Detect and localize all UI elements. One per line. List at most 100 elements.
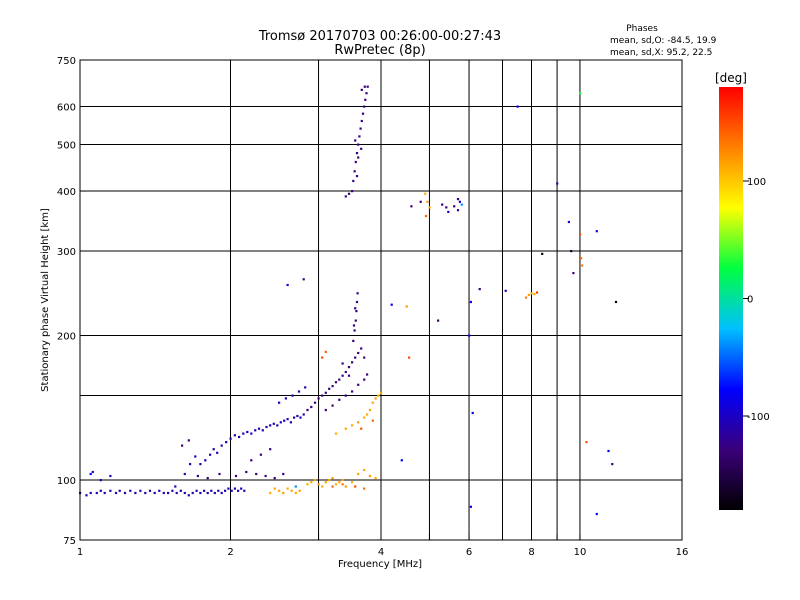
data-point <box>341 479 344 482</box>
data-point <box>302 278 305 281</box>
data-point <box>363 378 366 381</box>
data-point <box>273 477 276 480</box>
data-point <box>351 424 354 427</box>
data-point <box>216 451 219 454</box>
y-tick-label: 300 <box>57 247 76 258</box>
data-point <box>344 370 347 374</box>
data-point <box>324 481 327 484</box>
data-point <box>278 489 281 492</box>
data-point <box>460 203 463 206</box>
data-point <box>424 192 427 195</box>
data-point <box>371 419 374 422</box>
data-point <box>289 421 292 424</box>
data-point <box>296 414 299 418</box>
data-point <box>224 489 227 492</box>
data-point <box>174 485 177 488</box>
data-point <box>368 408 372 412</box>
data-point <box>302 413 305 416</box>
data-point <box>351 481 354 484</box>
y-tick-label: 600 <box>57 103 76 114</box>
data-point <box>338 398 341 401</box>
data-point <box>114 491 118 495</box>
data-point <box>195 489 198 492</box>
data-point <box>233 487 236 490</box>
data-point <box>363 416 366 419</box>
data-point <box>321 394 324 397</box>
data-point <box>191 491 194 495</box>
data-point <box>148 489 152 492</box>
data-point <box>171 489 174 492</box>
data-point <box>585 441 588 444</box>
data-point <box>206 491 209 495</box>
data-point <box>250 459 253 462</box>
data-point <box>354 356 357 359</box>
y-tick-label: 75 <box>63 536 76 547</box>
data-point <box>284 397 287 400</box>
data-point <box>341 362 344 365</box>
y-tick-label: 200 <box>57 332 76 343</box>
data-point <box>341 374 344 377</box>
data-point <box>363 356 366 359</box>
y-axis-label: Stationary phase Virtual Height [km] <box>40 208 51 392</box>
data-point <box>360 88 363 91</box>
data-point <box>220 491 223 495</box>
data-point <box>297 390 301 393</box>
data-point <box>304 386 307 389</box>
data-point <box>363 85 366 88</box>
data-point <box>257 427 261 430</box>
axis-ticks: 1 2 4 6 8 10 16 75 100 200 300 400 500 600 750 <box>57 56 688 558</box>
data-point <box>187 439 190 442</box>
data-point <box>347 374 351 377</box>
data-point <box>282 491 285 495</box>
data-point <box>237 489 240 492</box>
data-point <box>324 408 327 412</box>
data-point <box>527 293 530 297</box>
data-point <box>243 489 246 492</box>
data-point <box>238 435 241 439</box>
data-point <box>273 487 276 490</box>
data-point <box>359 127 362 130</box>
data-point <box>405 305 408 308</box>
data-point <box>324 391 327 394</box>
data-point <box>595 230 598 233</box>
data-point <box>203 489 206 492</box>
data-point <box>109 474 112 478</box>
data-point <box>225 441 228 444</box>
data-point <box>338 378 341 381</box>
data-point <box>341 483 344 486</box>
colorbar-tick-label: 0 <box>747 295 753 306</box>
y-tick-label: 500 <box>57 141 76 152</box>
data-point <box>269 448 272 451</box>
data-point <box>331 485 334 488</box>
data-point <box>344 485 347 488</box>
y-tick-label: 750 <box>57 56 76 67</box>
data-point <box>353 329 356 332</box>
data-point <box>525 296 528 299</box>
data-point <box>363 468 366 472</box>
data-point <box>294 485 297 488</box>
data-point <box>269 491 272 495</box>
data-point <box>357 351 360 355</box>
data-point <box>334 381 338 384</box>
data-point <box>408 356 411 359</box>
data-point <box>227 487 230 490</box>
data-point <box>331 385 334 388</box>
data-point <box>276 424 279 427</box>
data-point <box>360 347 363 350</box>
data-point <box>351 361 354 364</box>
data-point <box>441 203 444 206</box>
data-point <box>103 491 106 495</box>
data-point <box>355 310 358 313</box>
data-point <box>299 416 302 419</box>
data-point <box>338 481 341 484</box>
data-point <box>298 489 301 492</box>
data-point <box>428 206 431 209</box>
data-point <box>286 487 289 490</box>
data-point <box>611 463 614 466</box>
x-tick-label: 10 <box>574 547 587 558</box>
chart-subtitle: RwPretec (8p) <box>334 43 425 58</box>
data-point <box>250 432 253 435</box>
data-point <box>245 470 248 474</box>
data-point <box>357 421 360 424</box>
data-point <box>360 147 363 150</box>
